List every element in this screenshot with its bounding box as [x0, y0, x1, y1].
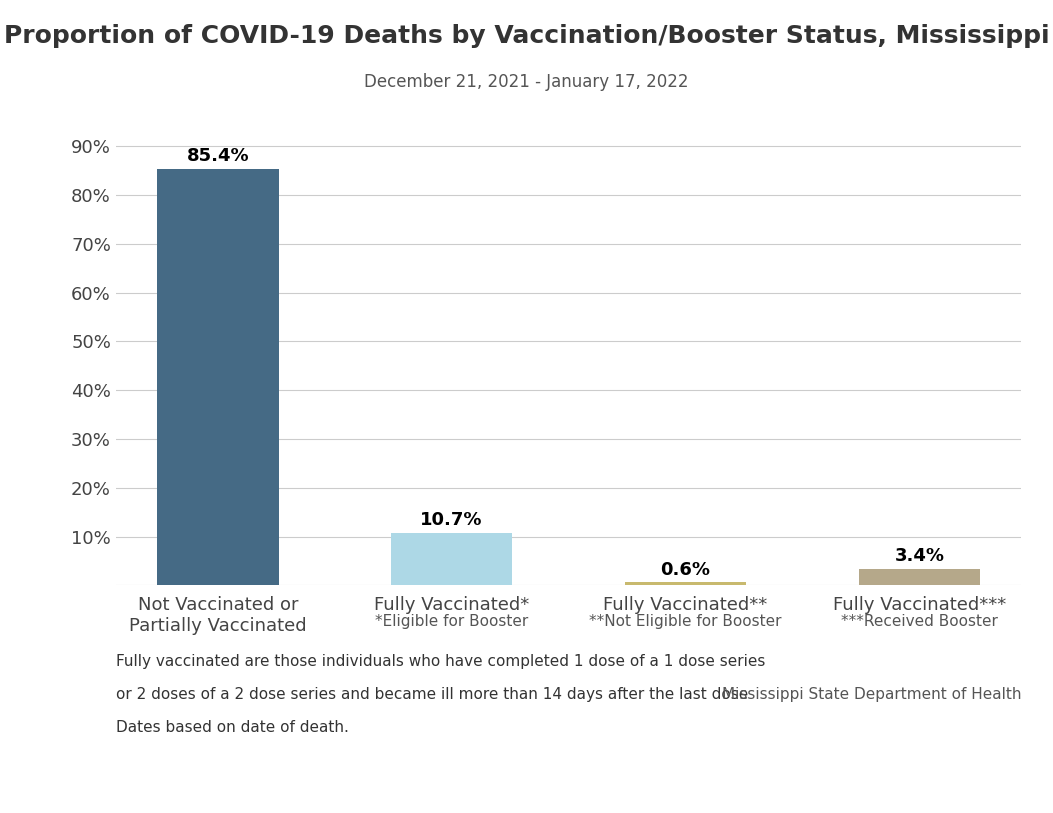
Text: 10.7%: 10.7% [420, 511, 483, 529]
Text: 85.4%: 85.4% [186, 147, 250, 165]
Text: 3.4%: 3.4% [894, 547, 945, 565]
Text: **Not Eligible for Booster: **Not Eligible for Booster [590, 614, 781, 628]
Text: Dates based on date of death.: Dates based on date of death. [116, 720, 349, 734]
Text: Fully vaccinated are those individuals who have completed 1 dose of a 1 dose ser: Fully vaccinated are those individuals w… [116, 654, 766, 669]
Text: 0.6%: 0.6% [660, 560, 711, 579]
Bar [624, 582, 747, 585]
Text: *Eligible for Booster: *Eligible for Booster [375, 614, 529, 628]
Text: December 21, 2021 - January 17, 2022: December 21, 2021 - January 17, 2022 [364, 73, 689, 91]
Bar [157, 169, 279, 585]
Bar [858, 569, 980, 585]
Text: ***Received Booster: ***Received Booster [841, 614, 998, 628]
Bar [391, 533, 513, 585]
Text: Mississippi State Department of Health: Mississippi State Department of Health [722, 687, 1021, 702]
Text: Proportion of COVID-19 Deaths by Vaccination/Booster Status, Mississippi: Proportion of COVID-19 Deaths by Vaccina… [4, 24, 1049, 49]
Text: or 2 doses of a 2 dose series and became ill more than 14 days after the last do: or 2 doses of a 2 dose series and became… [116, 687, 748, 702]
